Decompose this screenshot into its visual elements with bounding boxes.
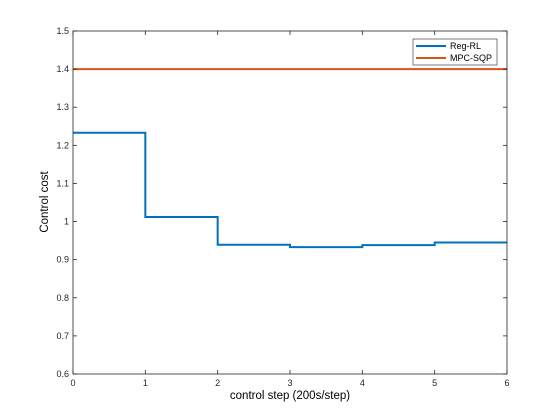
x-tick-label: 3: [287, 378, 292, 388]
x-tick-label: 4: [360, 378, 365, 388]
y-tick-label: 0.6: [56, 369, 69, 379]
legend-label: Reg-RL: [450, 41, 481, 51]
legend-label: MPC-SQP: [450, 53, 492, 63]
x-tick-label: 2: [215, 378, 220, 388]
y-tick-label: 1.4: [56, 64, 69, 74]
x-tick-label: 6: [504, 378, 509, 388]
y-tick-label: 0.8: [56, 293, 69, 303]
y-tick-label: 0.9: [56, 255, 69, 265]
plot-area: [73, 31, 507, 374]
x-tick-label: 1: [143, 378, 148, 388]
y-tick-label: 0.7: [56, 331, 69, 341]
x-tick-label: 5: [432, 378, 437, 388]
series-layer: [73, 68, 507, 249]
y-tick-label: 1.1: [56, 178, 69, 188]
series-line-1: [73, 131, 507, 249]
ticks-layer: 0 1 2 3 4 5 6 0.6 0.7 0.8 0.9 1 1.1 1.2 1.3 1.4 1.5: [56, 26, 509, 388]
y-tick-label: 1.5: [56, 26, 69, 36]
x-tick-label: 0: [70, 378, 75, 388]
y-tick-label: 1.2: [56, 140, 69, 150]
y-tick-label: 1: [64, 217, 69, 227]
legend: Reg-RL MPC-SQP: [412, 38, 498, 66]
y-axis-label: Control cost: [39, 171, 51, 233]
x-axis-label: control step (200s/step): [230, 390, 350, 402]
y-tick-label: 1.3: [56, 102, 69, 112]
legend-box: [412, 38, 498, 66]
